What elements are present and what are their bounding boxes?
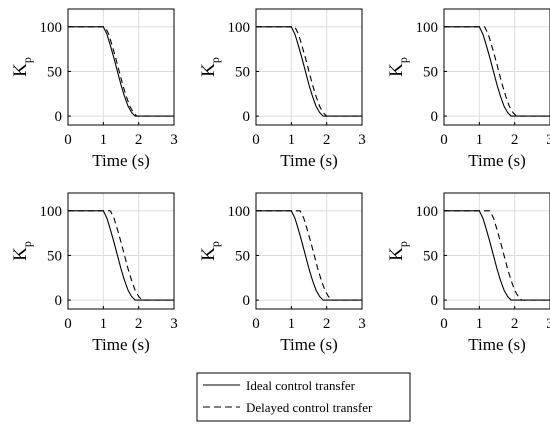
x-tick-label: 0 — [64, 316, 72, 332]
y-tick-label: 100 — [228, 204, 251, 220]
subplot-5: 0 1 2 3 0 50 100 Time (s) Kp — [198, 192, 366, 354]
y-tick-label: 50 — [47, 248, 62, 264]
x-axis-label: Time (s) — [468, 151, 525, 170]
axes-frame — [443, 192, 550, 310]
x-tick-label: 2 — [511, 132, 519, 148]
y-axis-label: Kp — [386, 57, 410, 77]
y-tick-label: 50 — [423, 64, 438, 80]
y-axis-label-sub: p — [208, 57, 222, 63]
x-tick-label: 1 — [100, 132, 108, 148]
y-axis-label-sub: p — [396, 57, 410, 63]
axes-frame — [255, 192, 363, 310]
series-line-ideal — [68, 210, 174, 301]
y-tick-label: 0 — [243, 293, 251, 309]
x-tick-label: 3 — [170, 132, 178, 148]
x-tick-label: 1 — [100, 316, 108, 332]
series-line-ideal — [444, 26, 550, 117]
x-axis-label: Time (s) — [92, 335, 149, 354]
y-axis-label-main: K — [10, 63, 31, 77]
series-line-delayed — [256, 210, 362, 301]
x-tick-label: 3 — [170, 316, 178, 332]
x-tick-label: 2 — [135, 132, 143, 148]
y-tick-label: 100 — [40, 204, 63, 220]
y-axis-label: Kp — [10, 57, 34, 77]
subplot-3: 0 1 2 3 0 50 100 Time (s) Kp — [386, 8, 550, 170]
x-tick-label: 1 — [476, 316, 484, 332]
x-axis-label: Time (s) — [280, 151, 337, 170]
x-tick-label: 0 — [252, 316, 260, 332]
y-tick-label: 0 — [55, 293, 63, 309]
y-tick-label: 50 — [47, 64, 62, 80]
x-tick-label: 0 — [64, 132, 72, 148]
y-tick-label: 50 — [235, 64, 250, 80]
y-tick-label: 100 — [40, 20, 63, 36]
series-line-delayed — [444, 26, 550, 117]
axes-frame — [67, 192, 175, 310]
y-tick-label: 0 — [431, 109, 439, 125]
y-tick-label: 100 — [416, 204, 439, 220]
x-tick-label: 1 — [288, 316, 296, 332]
subplot-2: 0 1 2 3 0 50 100 Time (s) Kp — [198, 8, 366, 170]
x-tick-label: 2 — [323, 132, 331, 148]
series-line-delayed — [444, 210, 550, 301]
x-tick-label: 2 — [135, 316, 143, 332]
x-axis-label: Time (s) — [468, 335, 525, 354]
x-axis-label: Time (s) — [92, 151, 149, 170]
x-tick-label: 1 — [288, 132, 296, 148]
y-axis-label: Kp — [10, 241, 34, 261]
y-tick-label: 100 — [228, 20, 251, 36]
subplot-4: 0 1 2 3 0 50 100 Time (s) Kp — [10, 192, 178, 354]
x-tick-label: 3 — [546, 316, 550, 332]
legend: Ideal control transfer Delayed control t… — [196, 372, 411, 422]
axes-frame — [443, 8, 550, 126]
x-tick-label: 2 — [323, 316, 331, 332]
series-line-ideal — [68, 26, 174, 117]
legend-box — [196, 372, 411, 422]
y-axis-label-main: K — [198, 247, 219, 261]
subplot-6: 0 1 2 3 0 50 100 Time (s) Kp — [386, 192, 550, 354]
series-line-delayed — [68, 26, 174, 117]
x-tick-label: 1 — [476, 132, 484, 148]
axes-frame — [67, 8, 175, 126]
y-axis-label-main: K — [10, 247, 31, 261]
series-line-ideal — [256, 210, 362, 301]
y-tick-label: 50 — [423, 248, 438, 264]
x-axis-label: Time (s) — [280, 335, 337, 354]
x-tick-label: 0 — [252, 132, 260, 148]
series-line-ideal — [444, 210, 550, 301]
y-axis-label-main: K — [198, 63, 219, 77]
y-tick-label: 100 — [416, 20, 439, 36]
legend-label-ideal: Ideal control transfer — [246, 378, 356, 393]
series-line-delayed — [256, 26, 362, 117]
x-tick-label: 2 — [511, 316, 519, 332]
y-axis-label-main: K — [386, 63, 407, 77]
y-axis-label: Kp — [198, 57, 222, 77]
y-tick-label: 0 — [55, 109, 63, 125]
y-tick-label: 0 — [431, 293, 439, 309]
y-tick-label: 50 — [235, 248, 250, 264]
series-line-ideal — [256, 26, 362, 117]
x-tick-label: 3 — [358, 132, 366, 148]
y-axis-label: Kp — [386, 241, 410, 261]
subplot-1: 0 1 2 3 0 50 100 Time (s) Kp — [10, 8, 178, 170]
y-axis-label-sub: p — [20, 241, 34, 247]
y-tick-label: 0 — [243, 109, 251, 125]
y-axis-label-sub: p — [396, 241, 410, 247]
x-tick-label: 3 — [358, 316, 366, 332]
axes-frame — [255, 8, 363, 126]
y-axis-label-main: K — [386, 247, 407, 261]
series-line-delayed — [68, 210, 174, 301]
x-tick-label: 3 — [546, 132, 550, 148]
x-tick-label: 0 — [440, 132, 448, 148]
y-axis-label-sub: p — [20, 57, 34, 63]
legend-label-delayed: Delayed control transfer — [246, 400, 373, 415]
x-tick-label: 0 — [440, 316, 448, 332]
y-axis-label: Kp — [198, 241, 222, 261]
y-axis-label-sub: p — [208, 241, 222, 247]
